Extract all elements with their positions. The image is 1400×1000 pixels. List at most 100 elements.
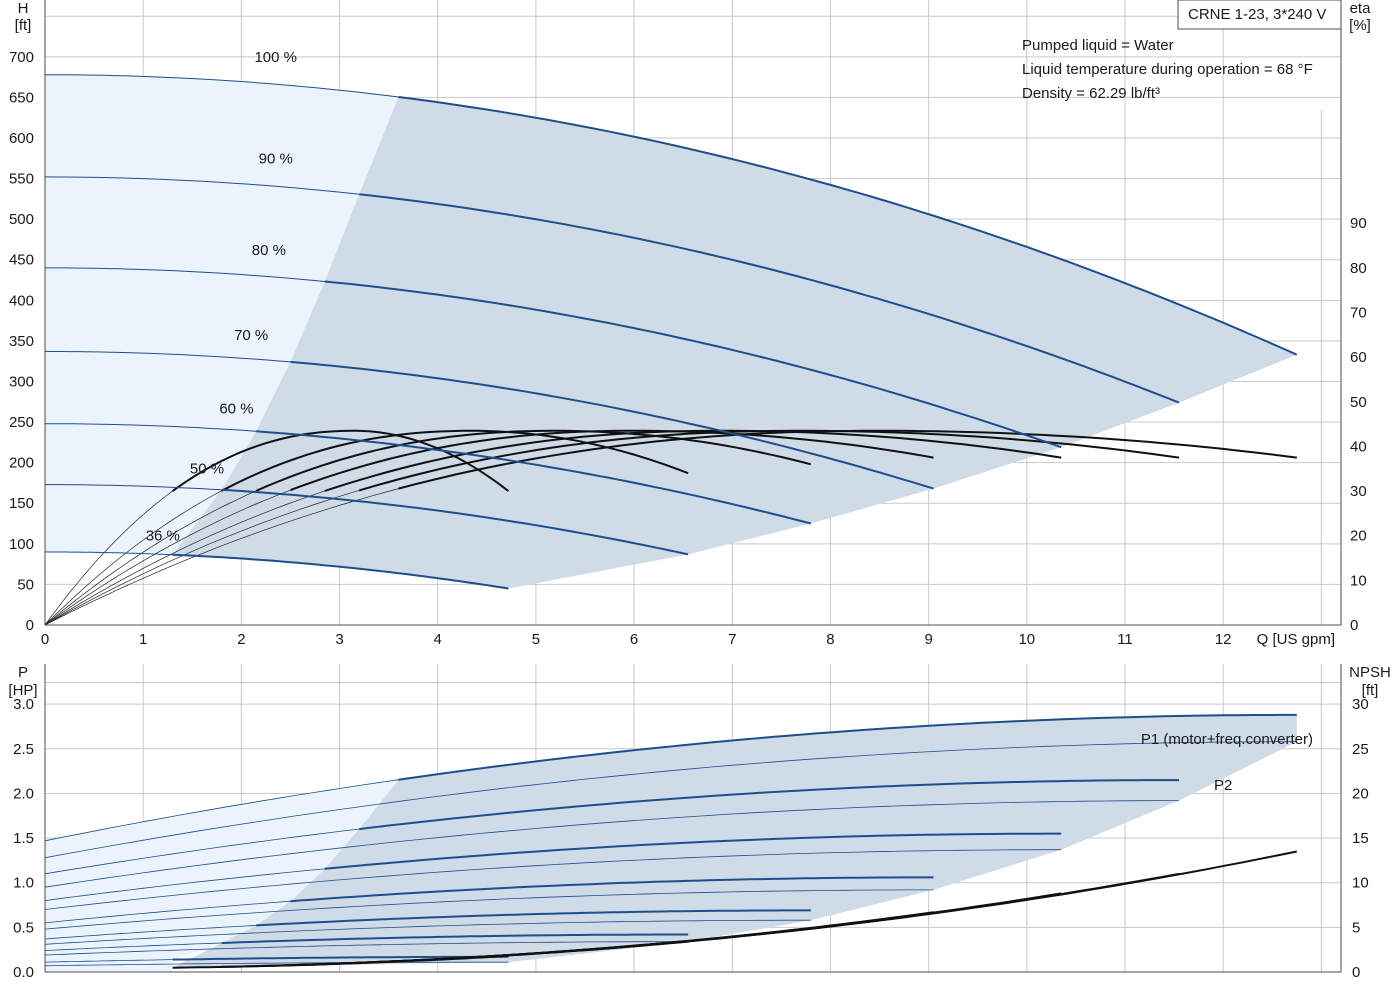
p2-curve — [44, 741, 1297, 859]
npsh-tick-label: 20 — [1352, 785, 1369, 802]
npsh-tick-label: 25 — [1352, 741, 1369, 758]
y-left-tick-label: 400 — [9, 292, 34, 309]
head-curve-low-flow — [45, 484, 222, 491]
y-left-tick-label: 50 — [17, 576, 34, 593]
eta-curve — [221, 429, 689, 492]
head-curve-low-flow — [44, 176, 360, 195]
p1-curve-low-flow — [44, 900, 291, 924]
x-tick-label: 10 — [1018, 631, 1035, 648]
p2-curve — [44, 849, 1062, 910]
y-left-tick-label: 350 — [9, 333, 34, 350]
p-axis-label: P — [18, 664, 28, 681]
head-curve — [172, 553, 509, 590]
p2-series-label: P2 — [1214, 777, 1232, 794]
p2-curve — [44, 800, 1179, 888]
info-text: Pumped liquid = Water Liquid temperature… — [1022, 37, 1313, 102]
y-left-tick-label: 550 — [9, 171, 34, 188]
y-right-tick-label: 80 — [1350, 260, 1367, 277]
p1-curve-low-flow — [44, 868, 325, 901]
eta-curve — [255, 429, 812, 492]
low-flow-region — [45, 74, 399, 555]
npsh-curve — [172, 954, 509, 969]
x-axis-label: Q [US gpm] — [1257, 631, 1335, 648]
y-left-axis-unit: [ft] — [15, 17, 32, 34]
p1-curve-low-flow — [44, 959, 173, 963]
head-curves: 100 % 90 % 80 % 70 % 60 % 50 % 36 % — [44, 49, 1298, 590]
speed-label: 60 % — [219, 400, 253, 417]
pump-label-frame — [1177, 0, 1342, 30]
y-right-tick-label: 40 — [1350, 438, 1367, 455]
head-efficiency-plot: 100 %90 %80 %70 %60 %50 %36 %0 1 2 3 4 5 6 7 8 9 1… — [9, 0, 1371, 648]
y-left-tick-label: 300 — [9, 373, 34, 390]
head-curve-low-flow — [45, 267, 325, 282]
p1-curve — [256, 909, 811, 927]
x-tick-label: 9 — [924, 631, 932, 648]
eta-curve — [290, 429, 934, 492]
head-curve — [398, 96, 1298, 356]
y-left-tick-label: 500 — [9, 211, 34, 228]
head-curve-low-flow — [45, 351, 291, 363]
p2-curve — [44, 889, 934, 930]
eta-curve — [172, 429, 510, 492]
p-tick-label: 2.5 — [13, 741, 34, 758]
head-curve-low-flow — [44, 551, 173, 556]
y-right-tick-label: 50 — [1350, 394, 1367, 411]
y-left-tick-label: 100 — [9, 536, 34, 553]
p1-curve-low-flow — [44, 828, 360, 875]
npsh-tick-label: 15 — [1352, 830, 1369, 847]
p2-curve — [44, 919, 811, 945]
y-right-tick-label: 30 — [1350, 483, 1367, 500]
y-left-tick-label: 700 — [9, 49, 34, 66]
npsh-tick-label: 0 — [1352, 964, 1360, 981]
y-right-tick-label: 70 — [1350, 305, 1367, 322]
p1-curve — [359, 779, 1179, 831]
p2-curve — [44, 961, 509, 967]
p1-curve — [324, 832, 1062, 870]
head-curve-low-flow — [45, 74, 399, 98]
p-tick-label: 2.0 — [13, 785, 34, 802]
info-line-liquid: Pumped liquid = Water — [1022, 37, 1174, 54]
x-tick-label: 6 — [630, 631, 638, 648]
y-right-tick-label: 20 — [1350, 528, 1367, 545]
head-curve — [359, 193, 1180, 404]
pump-label: CRNE 1-23, 3*240 V — [1188, 6, 1326, 23]
y-right-axis-label: eta — [1350, 0, 1372, 17]
p-axis-unit: [HP] — [8, 682, 37, 699]
p1-curve — [290, 876, 934, 903]
y-left-tick-label: 200 — [9, 455, 34, 472]
speed-label: 70 % — [234, 327, 268, 344]
p-tick-label: 0.0 — [13, 964, 34, 981]
y-right-tick-label: 10 — [1350, 572, 1367, 589]
head-curve-low-flow — [45, 423, 257, 432]
power-curves — [44, 713, 1297, 967]
x-tick-label: 5 — [532, 631, 540, 648]
speed-label: 90 % — [259, 150, 293, 167]
p-tick-label: 1.5 — [13, 830, 34, 847]
p1-curve — [398, 713, 1297, 781]
x-tick-label: 7 — [728, 631, 736, 648]
x-tick-label: 8 — [826, 631, 834, 648]
y-right-tick-label: 90 — [1350, 215, 1367, 232]
y-right-tick-label: 60 — [1350, 349, 1367, 366]
speed-label: 100 % — [254, 49, 297, 66]
x-tick-label: 3 — [335, 631, 343, 648]
npsh-tick-label: 30 — [1352, 696, 1369, 713]
p1-curve — [221, 933, 689, 944]
x-tick-label: 2 — [237, 631, 245, 648]
p1-curve-low-flow — [44, 942, 222, 951]
head-curve — [290, 360, 934, 490]
head-curve — [256, 430, 812, 525]
x-tick-label: 0 — [41, 631, 49, 648]
p1-series-label: P1 (motor+freq.converter) — [1141, 731, 1313, 748]
x-tick-label: 4 — [434, 631, 442, 648]
p2-curve — [44, 941, 689, 956]
npsh-curves — [172, 850, 1297, 969]
head-curve — [221, 488, 689, 556]
p1-curve — [172, 955, 509, 961]
y-left-axis-label: H — [18, 0, 29, 17]
speed-label: 50 % — [190, 460, 224, 477]
x-tick-label: 1 — [139, 631, 147, 648]
y-left-tick-label: 450 — [9, 252, 34, 269]
info-line-density: Density = 62.29 lb/ft³ — [1022, 85, 1160, 102]
